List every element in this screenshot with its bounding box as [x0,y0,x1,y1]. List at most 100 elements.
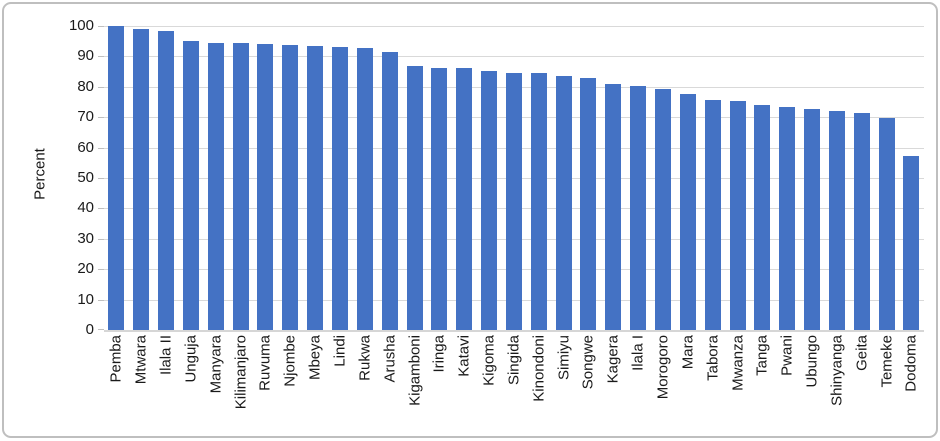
y-axis-tick-mark [98,26,104,27]
x-axis-label: Shinyanga [828,335,846,406]
x-axis-label-slot: Ruvuma [253,335,278,441]
x-axis-label: Singida [505,335,523,386]
x-axis-label-slot: Temeke [874,335,899,441]
bar-slot [352,26,377,330]
y-axis-tick-label: 50 [77,169,94,186]
bar [332,46,349,330]
y-axis-tick-mark [98,299,104,301]
x-axis-label: Songwe [579,335,597,390]
gridline [104,26,924,27]
y-axis-tick-mark [98,147,104,149]
bar-slot [626,26,651,330]
x-axis-label: Unguja [182,335,200,383]
x-axis-label: Geita [853,335,871,371]
bar [828,110,845,330]
bar-slot [203,26,228,330]
bar-slot [154,26,179,330]
x-axis-label-slot: Kigamboni [402,335,427,441]
x-axis-label: Temeke [878,335,896,388]
x-axis-label-slot: Geita [849,335,874,441]
y-axis-tick-mark [98,56,104,58]
x-axis-label: Lindi [331,335,349,367]
bar-slot [899,26,924,330]
bar [779,106,796,330]
bar [307,46,324,330]
x-axis-label: Simiyu [555,335,573,381]
y-axis-tick-mark [98,208,104,210]
x-axis-label: Tabora [704,335,722,381]
y-axis-tick-label: 20 [77,260,94,278]
x-axis-label: Ilala I [629,335,647,371]
bar-slot [228,26,253,330]
bar [406,65,423,330]
x-axis-label: Mwanza [729,335,747,391]
x-axis-label: Tanga [753,335,771,376]
bar-slot [849,26,874,330]
x-axis-label: Katavi [455,335,473,377]
x-axis-label: Kagera [604,335,622,384]
x-axis-label: Kigoma [480,335,498,386]
bar [704,99,721,330]
bar-slot [377,26,402,330]
x-axis-label-slot: Tanga [750,335,775,441]
x-axis-label: Pwani [778,335,796,376]
x-axis-label: Ilala II [157,335,175,376]
x-axis-label-slot: Kigoma [477,335,502,441]
x-axis-label-slot: Kagera [601,335,626,441]
x-axis-label: Rukwa [356,335,374,381]
x-axis-label-slot: Morogoro [651,335,676,441]
x-axis-label: Ubungo [803,335,821,388]
bar-slot [179,26,204,330]
gridline [104,56,924,58]
y-axis-tick-label: 0 [85,321,94,338]
bar-slot [129,26,154,330]
bar [108,26,125,330]
bar [853,112,870,330]
y-axis-tick-label: 30 [77,229,94,247]
bar [530,73,547,330]
bar [282,45,299,330]
bar [158,30,175,330]
bar-slot [402,26,427,330]
y-axis-tick-mark [98,86,104,88]
bar [630,85,647,330]
x-axis-label-slot: Manyara [203,335,228,441]
bar [456,68,473,330]
x-axis-label: Pemba [107,335,125,383]
x-axis-label: Morogoro [654,335,672,400]
y-axis-tick-label: 100 [68,17,94,34]
x-axis-label: Ruvuma [256,335,274,391]
x-axis-label: Arusha [381,335,399,383]
x-axis-label: Dodoma [902,335,920,392]
y-axis-tick-label: 90 [77,47,94,65]
bar [729,101,746,330]
bar [133,29,150,330]
bar [903,155,920,330]
bar [580,77,597,330]
bar-slot [725,26,750,330]
x-axis-label-slot: Pwani [775,335,800,441]
plot-area [98,26,924,332]
y-axis-tick-mark [98,329,104,330]
x-axis-label: Kigamboni [406,335,424,406]
bar [356,48,373,330]
x-axis-label-slot: Iringa [427,335,452,441]
x-axis-label-slot: Ubungo [800,335,825,441]
x-axis-label-slot: Lindi [328,335,353,441]
y-axis-tick-mark [98,117,104,119]
x-axis-label-slot: Ilala I [626,335,651,441]
y-axis-tick-mark [98,178,104,179]
bar-slot [526,26,551,330]
bar-slot [427,26,452,330]
bar-slot [576,26,601,330]
bar-slot [874,26,899,330]
bar-slot [800,26,825,330]
bar-slot [452,26,477,330]
bar [381,52,398,330]
x-axis-label-slot: Kinondoni [526,335,551,441]
bar [605,84,622,330]
y-axis-tick-mark [98,238,104,240]
x-axis-label: Mtwara [132,335,150,385]
x-axis-label-slot: Njombe [278,335,303,441]
bar-slot [601,26,626,330]
